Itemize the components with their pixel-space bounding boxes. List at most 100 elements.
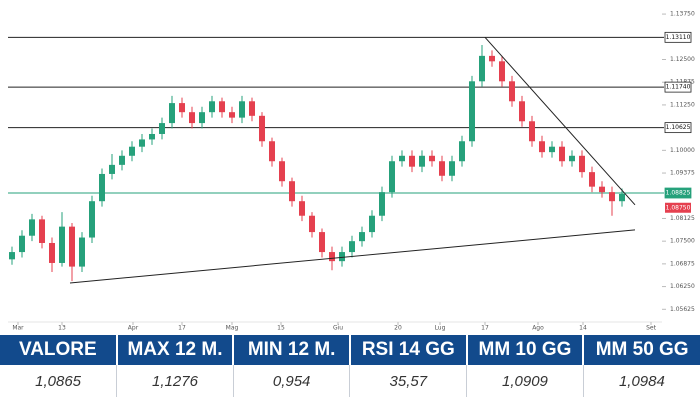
level-label-box (664, 122, 692, 134)
candle-body (139, 139, 145, 147)
x-tick-label: Ago (532, 325, 544, 332)
price-label-box (665, 202, 691, 213)
candle-body (299, 201, 305, 216)
x-tick-label: Mag (226, 325, 239, 332)
candle-body (129, 146, 135, 156)
candle-body (119, 155, 125, 165)
candle-body (419, 155, 425, 167)
x-tick-label: 15 (277, 325, 285, 332)
candle-body (109, 164, 115, 174)
candle-body (19, 235, 25, 253)
y-tick-label: 1.09375 (670, 170, 695, 177)
y-tick-label: 1.13750 (670, 11, 695, 18)
y-tick-label: 1.06875 (670, 260, 695, 267)
header-cell: RSI 14 GG (349, 335, 468, 365)
candle-body (169, 103, 175, 124)
candle-body (579, 155, 585, 173)
candle-body (209, 101, 215, 113)
candle-body (539, 141, 545, 153)
candle-body (189, 112, 195, 124)
level-label: 1.08825 (666, 190, 691, 197)
header-cell: MAX 12 M. (116, 335, 235, 365)
value-cell: 1,0909 (466, 365, 584, 397)
candle-body (69, 226, 75, 267)
candle-body (519, 101, 525, 122)
candle-body (429, 155, 435, 162)
candle-body (449, 161, 455, 176)
candle-body (529, 121, 535, 142)
candle-body (99, 173, 105, 202)
y-tick-label: 1.07500 (670, 238, 695, 245)
candle-body (499, 61, 505, 82)
candle-body (329, 252, 335, 262)
y-tick-label: 1.12500 (670, 56, 695, 63)
candle-body (589, 172, 595, 187)
x-tick-label: Apr (128, 325, 139, 332)
candle-body (259, 115, 265, 142)
header-cell: VALORE (0, 335, 118, 365)
candle-body (249, 101, 255, 116)
candle-body (269, 141, 275, 162)
candle-body (439, 161, 445, 176)
level-label-box (664, 31, 692, 43)
candle-body (319, 232, 325, 253)
stats-table: VALORE MAX 12 M. MIN 12 M. RSI 14 GG MM … (0, 335, 700, 397)
candle-body (49, 242, 55, 263)
candle-body (599, 186, 605, 193)
candle-body (399, 155, 405, 162)
price-label: 1.08750 (666, 204, 691, 211)
candle-body (349, 241, 355, 253)
candle-body (339, 252, 345, 262)
header-cell: MIN 12 M. (233, 335, 351, 365)
candle-body (239, 101, 245, 118)
x-tick-label: Giu (333, 325, 343, 332)
header-cell: MM 50 GG (583, 335, 700, 365)
candle-body (389, 161, 395, 193)
candle-body (149, 133, 155, 140)
y-tick-label: 1.08125 (670, 215, 695, 222)
level-label-box (664, 81, 692, 93)
value-cell: 1,0865 (0, 365, 118, 397)
candle-body (619, 193, 625, 202)
candle-body (229, 112, 235, 118)
candle-body (489, 55, 495, 62)
y-tick-label: 1.11250 (670, 101, 695, 108)
value-cell: 0,954 (233, 365, 351, 397)
x-tick-label: 13 (58, 325, 66, 332)
candle-body (219, 101, 225, 113)
y-tick-label: 1.10000 (670, 147, 695, 154)
candle-body (279, 161, 285, 182)
candle-body (549, 146, 555, 153)
level-label-box (664, 187, 692, 199)
x-tick-label: Lug (435, 325, 446, 332)
candle-body (309, 215, 315, 233)
candle-body (79, 237, 85, 267)
table-row: 1,0865 1,1276 0,954 35,57 1,0909 1,0984 (0, 365, 700, 397)
x-tick-label: Mar (12, 325, 24, 332)
x-tick-label: 20 (394, 325, 402, 332)
candle-body (59, 226, 65, 263)
candle-body (159, 123, 165, 134)
candle-body (479, 55, 485, 82)
candle-body (409, 155, 415, 167)
candle-body (199, 112, 205, 124)
chart: 1.137501.125001.118751.112501.100001.093… (8, 11, 695, 332)
candle-body (609, 192, 615, 202)
candle-body (289, 181, 295, 202)
candle-body (9, 252, 15, 260)
candle-body (179, 103, 185, 113)
candle-body (559, 146, 565, 162)
candle-body (509, 81, 515, 102)
level-label: 1.13110 (666, 34, 691, 41)
value-cell: 35,57 (349, 365, 468, 397)
y-tick-label: 1.05625 (670, 306, 695, 313)
level-label: 1.10625 (666, 124, 691, 131)
x-tick-label: 17 (178, 325, 186, 332)
trendline (484, 37, 636, 206)
header-cell: MM 10 GG (466, 335, 585, 365)
value-cell: 1,1276 (116, 365, 234, 397)
table-header: VALORE MAX 12 M. MIN 12 M. RSI 14 GG MM … (0, 335, 700, 365)
y-tick-label: 1.06250 (670, 283, 695, 290)
candle-body (359, 232, 365, 242)
